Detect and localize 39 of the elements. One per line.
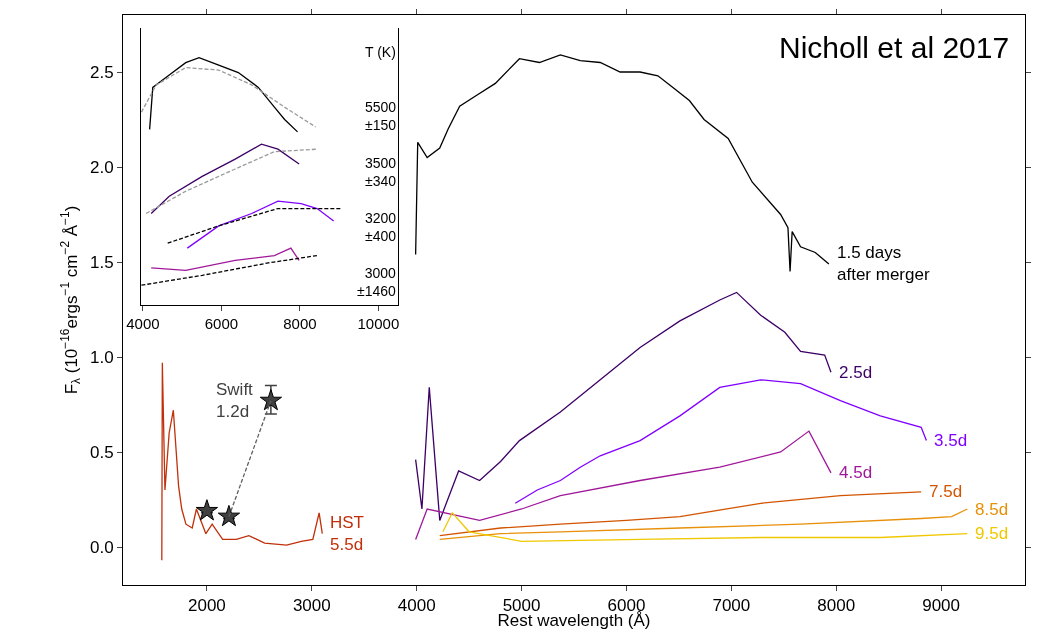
x-tick-label: 6000 — [204, 315, 239, 332]
x-tick-label: 7000 — [712, 596, 751, 616]
point — [217, 504, 241, 527]
line-series — [439, 491, 922, 537]
y-tick-label: 0.0 — [89, 537, 114, 557]
line-series — [414, 430, 832, 541]
point — [195, 499, 219, 521]
y-tick-label: 0.5 — [89, 442, 114, 462]
annotation: 3000 ±1460 — [357, 265, 397, 300]
line-series — [161, 362, 323, 561]
x-tick-label: 10000 — [357, 315, 400, 332]
series-label: Swift 1.2d — [216, 380, 254, 422]
x-tick-label: 2000 — [188, 596, 226, 616]
series-label: 8.5d — [975, 500, 1009, 519]
line-series — [514, 379, 928, 504]
x-tick-label: 4000 — [397, 596, 436, 616]
series-label: HST 5.5d — [330, 513, 364, 555]
series-label: 1.5 days after merger — [837, 243, 930, 285]
x-tick-label: 4000 — [126, 315, 160, 332]
y-tick-label: 1.0 — [89, 347, 114, 367]
annotation: 3500 ±340 — [365, 155, 397, 190]
series-label: 3.5d — [934, 431, 968, 450]
series-label: 9.5d — [975, 524, 1009, 543]
y-tick-label: 1.5 — [89, 252, 114, 272]
point — [259, 389, 283, 411]
x-tick-label: 3000 — [292, 596, 331, 616]
x-tick-label: 9000 — [922, 596, 960, 616]
annotation: 3200 ±400 — [365, 210, 397, 245]
y-tick-label: 2.5 — [89, 62, 114, 82]
line-series — [414, 291, 832, 522]
series-label: 2.5d — [839, 363, 873, 382]
annotation: T (K) — [365, 44, 396, 60]
annotation: 5500 ±150 — [365, 99, 397, 134]
x-tick-label: 8000 — [283, 315, 317, 332]
annotation: Nicholl et al 2017 — [779, 31, 1010, 64]
series-label: 7.5d — [929, 482, 963, 501]
y-tick-label: 2.0 — [89, 157, 114, 177]
x-tick-label: 8000 — [817, 596, 856, 616]
series-label: 4.5d — [839, 463, 873, 482]
